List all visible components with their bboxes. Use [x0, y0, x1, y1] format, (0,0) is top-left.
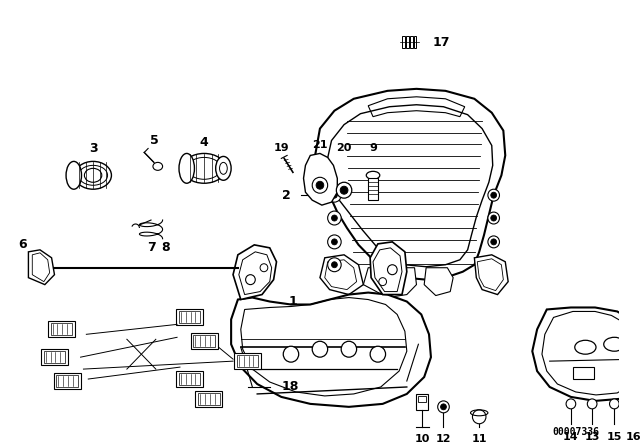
Bar [195, 391, 223, 407]
Bar [368, 178, 378, 200]
Circle shape [609, 399, 619, 409]
Ellipse shape [153, 162, 163, 170]
Polygon shape [474, 255, 508, 294]
Bar [54, 373, 81, 389]
Ellipse shape [575, 340, 596, 354]
Bar [406, 36, 409, 48]
Ellipse shape [604, 337, 625, 351]
Ellipse shape [66, 161, 81, 189]
Ellipse shape [179, 154, 195, 183]
Bar [198, 393, 220, 405]
Text: 17: 17 [433, 36, 451, 49]
Text: 7: 7 [147, 241, 156, 254]
Circle shape [337, 182, 352, 198]
Polygon shape [315, 89, 505, 280]
Text: 12: 12 [436, 434, 451, 444]
Circle shape [488, 189, 499, 201]
Bar [176, 371, 203, 387]
Circle shape [440, 404, 446, 410]
Circle shape [491, 239, 497, 245]
Circle shape [491, 192, 497, 198]
Circle shape [312, 177, 328, 193]
Ellipse shape [75, 161, 111, 189]
Bar [41, 349, 68, 365]
Bar [191, 333, 218, 349]
Circle shape [328, 258, 341, 271]
Polygon shape [28, 250, 54, 284]
Bar [413, 36, 417, 48]
Circle shape [332, 215, 337, 221]
Text: 13: 13 [584, 432, 600, 442]
Polygon shape [303, 154, 337, 205]
Text: 1: 1 [289, 295, 298, 308]
Circle shape [379, 278, 387, 286]
Circle shape [246, 275, 255, 284]
Text: 20: 20 [337, 143, 352, 154]
Text: 4: 4 [200, 136, 209, 149]
Text: 5: 5 [150, 134, 158, 147]
Circle shape [488, 212, 499, 224]
Polygon shape [424, 268, 453, 296]
Circle shape [491, 215, 497, 221]
Circle shape [340, 186, 348, 194]
Bar [56, 375, 77, 387]
Circle shape [316, 181, 324, 189]
Circle shape [370, 346, 385, 362]
Bar [237, 355, 258, 367]
Text: 6: 6 [19, 238, 27, 251]
Text: 16: 16 [626, 432, 640, 442]
Bar [419, 396, 426, 402]
Bar [176, 310, 203, 325]
Circle shape [629, 399, 639, 409]
Bar [51, 323, 72, 335]
Polygon shape [364, 268, 417, 297]
Circle shape [588, 399, 597, 409]
Circle shape [438, 401, 449, 413]
Text: 15: 15 [607, 432, 622, 442]
Text: 10: 10 [415, 434, 430, 444]
Bar [417, 394, 428, 410]
Circle shape [328, 235, 341, 249]
Circle shape [472, 410, 486, 424]
Circle shape [332, 192, 337, 198]
Bar [234, 353, 261, 369]
Text: 14: 14 [563, 432, 579, 442]
Text: 9: 9 [369, 143, 377, 154]
Bar [48, 321, 75, 337]
Polygon shape [233, 245, 276, 300]
Text: 2: 2 [282, 189, 291, 202]
Text: 00007336: 00007336 [553, 426, 600, 437]
Polygon shape [231, 293, 431, 407]
Circle shape [332, 262, 337, 268]
Bar [573, 367, 594, 379]
Circle shape [332, 239, 337, 245]
Circle shape [328, 188, 341, 202]
Text: 19: 19 [273, 143, 289, 154]
Polygon shape [320, 255, 364, 294]
Text: 11: 11 [472, 434, 487, 444]
Text: 8: 8 [161, 241, 170, 254]
Circle shape [312, 341, 328, 357]
Bar [179, 373, 200, 385]
Ellipse shape [216, 156, 231, 180]
Circle shape [387, 265, 397, 275]
Circle shape [328, 211, 341, 225]
Ellipse shape [366, 171, 380, 179]
Polygon shape [532, 307, 640, 401]
Bar [44, 351, 65, 363]
Text: 21: 21 [312, 141, 328, 151]
Bar [193, 335, 214, 347]
Circle shape [284, 346, 299, 362]
Polygon shape [370, 242, 407, 294]
Circle shape [260, 264, 268, 271]
Circle shape [566, 399, 576, 409]
Text: 3: 3 [89, 142, 97, 155]
Text: 18: 18 [282, 380, 299, 393]
Bar [410, 36, 413, 48]
Bar [402, 36, 405, 48]
Bar [179, 311, 200, 323]
Ellipse shape [182, 154, 226, 183]
Circle shape [341, 341, 356, 357]
Circle shape [488, 236, 499, 248]
